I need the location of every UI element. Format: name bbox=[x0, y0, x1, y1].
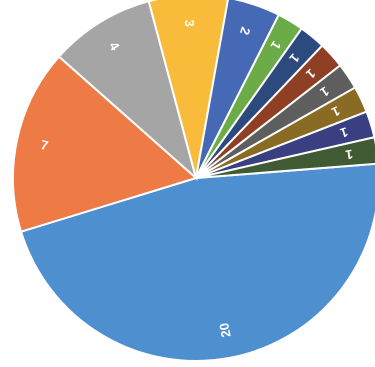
slice-data-label: 7 bbox=[39, 137, 49, 153]
pie-slice bbox=[195, 136, 375, 179]
pie-slice bbox=[12, 55, 198, 233]
slice-data-label: 1 bbox=[339, 124, 350, 140]
slice-data-label: 2 bbox=[237, 25, 254, 37]
slice-data-label: 3 bbox=[182, 19, 197, 27]
slice-data-label: 1 bbox=[345, 147, 354, 163]
pie-slice bbox=[19, 162, 375, 363]
pie-slice bbox=[147, 0, 229, 179]
pie-slice bbox=[57, 0, 198, 181]
slice-data-label: 20 bbox=[216, 322, 233, 339]
